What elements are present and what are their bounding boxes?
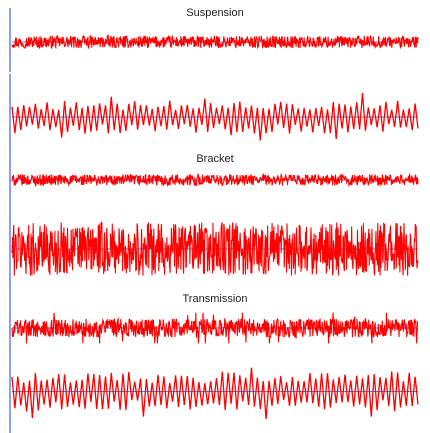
signal-panel-2 [9,74,419,156]
panel-title: Transmission [183,293,248,305]
signal-trace [11,312,419,344]
panel-title: Bracket [196,153,233,165]
signal-panel-5: Transmission [9,290,419,362]
signal-trace [11,34,419,50]
signal-panel-6 [9,350,419,433]
signal-trace [11,221,419,276]
signal-trace [11,93,419,141]
signal-panel-4 [9,202,419,292]
signal-panel-1: Suspension [9,7,419,72]
signal-panel-3: Bracket [9,150,419,206]
panel-title: Suspension [186,7,244,19]
signal-trace [11,367,419,420]
signal-trace [11,172,419,188]
